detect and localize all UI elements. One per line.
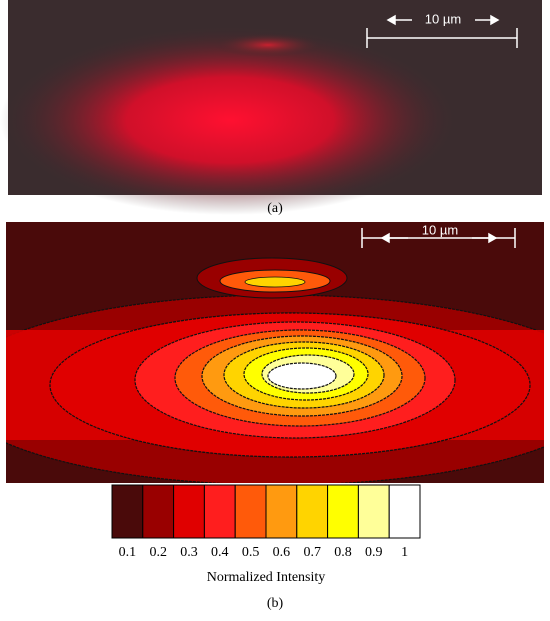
- panel-a: 10 µm: [0, 0, 542, 215]
- panel-b: [6, 222, 544, 483]
- colorbar-swatch: [327, 484, 359, 539]
- colorbar-tick-label: 0.4: [211, 545, 229, 560]
- colorbar-swatch: [142, 484, 175, 539]
- colorbar-tick-label: 0.6: [273, 545, 291, 560]
- colorbar-swatch: [296, 484, 329, 539]
- scale-bar-label: 10 µm: [422, 222, 458, 237]
- colorbar-swatch: [203, 484, 236, 539]
- scale-bar-a: [366, 14, 518, 48]
- colorbar-tick-label: 0.8: [334, 545, 352, 560]
- colorbar-swatch: [234, 484, 267, 539]
- contour: [244, 276, 306, 288]
- beam-glow: [0, 25, 460, 215]
- colorbar: 0.1 0.2 0.3 0.4 0.5 0.6 0.7 0.8 0.9 1: [111, 484, 421, 560]
- colorbar-tick-label: 0.9: [365, 545, 383, 560]
- colorbar-tick-label: 1: [401, 545, 408, 560]
- contour: [267, 362, 337, 390]
- colorbar-tick-label: 0.1: [119, 545, 137, 560]
- colorbar-swatch: [265, 484, 298, 539]
- colorbar-swatch: [357, 484, 390, 539]
- scale-bar-b: [361, 228, 516, 248]
- colorbar-swatch: [111, 484, 144, 539]
- colorbar-tick-label: 0.3: [180, 545, 198, 560]
- scale-bar-label: 10 µm: [425, 11, 461, 26]
- panel-label: (b): [267, 596, 284, 611]
- colorbar-title: Normalized Intensity: [207, 570, 326, 585]
- beam-streak: [213, 33, 323, 57]
- colorbar-tick-label: 0.2: [149, 545, 167, 560]
- colorbar-tick-label: 0.7: [303, 545, 321, 560]
- colorbar-swatch: [388, 484, 421, 539]
- colorbar-tick-label: 0.5: [242, 545, 260, 560]
- panel-label: (a): [267, 201, 283, 216]
- colorbar-swatch: [173, 484, 205, 539]
